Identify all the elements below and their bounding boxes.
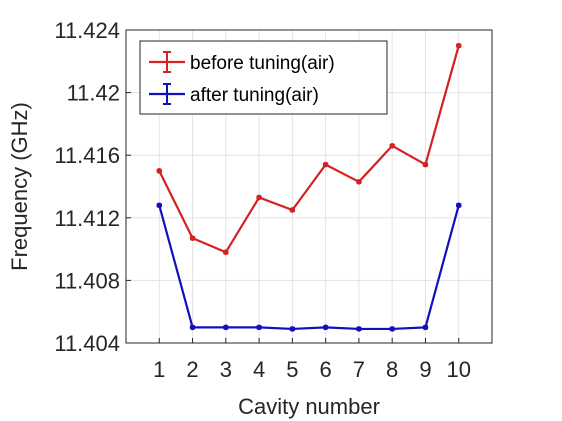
data-point xyxy=(356,179,362,185)
data-point xyxy=(223,324,229,331)
data-point xyxy=(422,324,429,331)
series-line xyxy=(158,204,460,331)
legend-entry-before-tuning: before tuning(air) xyxy=(149,51,335,74)
legend-box xyxy=(139,40,388,115)
data-point xyxy=(256,324,262,331)
data-point xyxy=(156,168,163,174)
data-point xyxy=(389,143,395,149)
y-tick-label: 11.404 xyxy=(54,331,120,356)
legend-label: after tuning(air) xyxy=(190,85,319,106)
data-point xyxy=(389,326,395,332)
series-group xyxy=(156,42,462,332)
x-tick-label: 3 xyxy=(220,357,232,382)
x-tick-label: 2 xyxy=(186,357,198,382)
y-tick-label: 11.424 xyxy=(54,18,120,43)
x-tick-label: 5 xyxy=(286,357,298,382)
y-tick-label: 11.412 xyxy=(54,206,120,231)
legend-label: before tuning(air) xyxy=(190,53,335,74)
data-point xyxy=(455,42,462,49)
x-tick-label: 7 xyxy=(353,357,365,382)
x-tick-label: 10 xyxy=(446,357,470,382)
x-tick-label: 1 xyxy=(153,357,165,382)
legend-entry-after-tuning: after tuning(air) xyxy=(149,83,319,106)
y-tick-label: 11.416 xyxy=(54,143,120,168)
data-point xyxy=(289,207,296,213)
series-before-tuning xyxy=(156,42,462,256)
series-line xyxy=(158,45,460,254)
data-point xyxy=(256,194,262,201)
axis-ticks: 1 2 3 4 5 6 7 8 9 10 11.404 11.408 11.412 11.416 11.42… xyxy=(54,18,471,382)
legend: before tuning(air) after tuning(air) xyxy=(139,40,388,115)
data-point xyxy=(422,161,429,168)
y-axis-label: Frequency (GHz) xyxy=(7,102,32,271)
y-tick-label: 11.42 xyxy=(67,81,120,106)
x-tick-label: 6 xyxy=(320,357,332,382)
data-point xyxy=(356,326,362,332)
data-point xyxy=(289,326,296,332)
plot-area-frame xyxy=(125,29,493,344)
data-point xyxy=(322,324,329,331)
data-point xyxy=(189,235,196,241)
x-tick-label: 4 xyxy=(253,357,265,382)
series-after-tuning xyxy=(156,202,462,332)
x-tick-label: 9 xyxy=(419,357,431,382)
x-axis-label: Cavity number xyxy=(238,394,380,419)
data-point xyxy=(156,202,163,209)
data-point xyxy=(189,324,196,331)
x-tick-label: 8 xyxy=(386,357,398,382)
data-point xyxy=(322,161,329,168)
data-point xyxy=(455,202,462,209)
data-point xyxy=(223,249,229,256)
y-tick-label: 11.408 xyxy=(54,268,120,293)
